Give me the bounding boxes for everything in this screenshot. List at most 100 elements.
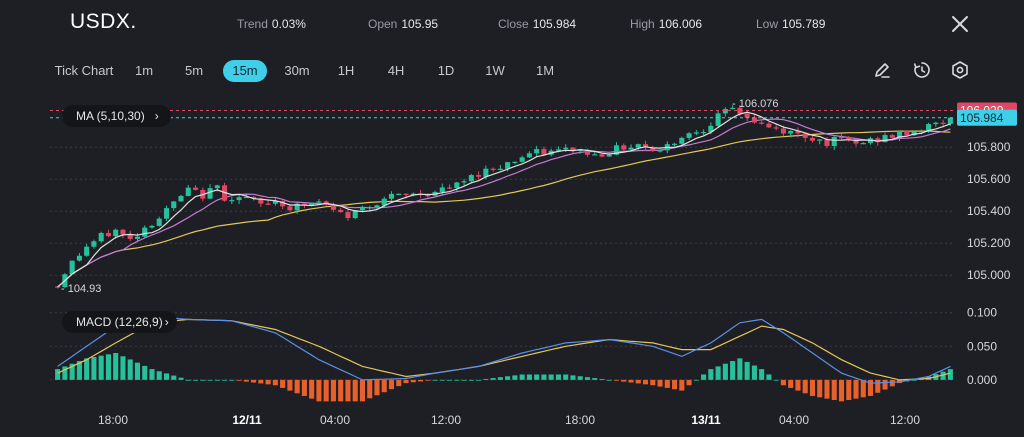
macd-lines xyxy=(57,315,951,384)
macd-bar xyxy=(447,379,453,381)
tf-30m[interactable]: 30m xyxy=(284,63,310,78)
time-tick-label: 12:00 xyxy=(431,413,461,427)
time-tick-label: 18:00 xyxy=(98,413,128,427)
macd-bar xyxy=(512,375,518,380)
macd-bar xyxy=(555,374,561,380)
macd-bar xyxy=(534,374,540,380)
candle-body xyxy=(541,149,547,155)
tf-1w[interactable]: 1W xyxy=(485,63,505,78)
tf-4h[interactable]: 4H xyxy=(387,63,405,78)
price-tick-label: 105.200 xyxy=(967,236,1011,250)
price-tick-label: 105.400 xyxy=(967,204,1011,218)
draw-icon[interactable] xyxy=(872,60,892,80)
macd-bar xyxy=(222,379,228,381)
macd-bar xyxy=(838,379,845,402)
macd-indicator-pill[interactable]: MACD (12,26,9) › xyxy=(62,311,177,333)
macd-bar xyxy=(55,369,61,380)
tf-15m[interactable]: 15m xyxy=(223,60,267,82)
candle-body xyxy=(192,187,199,190)
tick-chart-button[interactable]: Tick Chart xyxy=(54,63,114,78)
candle-body xyxy=(476,175,482,177)
macd-bar xyxy=(156,371,162,380)
timer-icon[interactable] xyxy=(912,60,932,80)
candle-body xyxy=(134,236,141,239)
candle-body xyxy=(780,128,786,134)
candle-body xyxy=(338,209,344,213)
candle-body xyxy=(330,204,336,210)
candle-body xyxy=(185,187,191,196)
settings-icon[interactable] xyxy=(950,60,970,80)
time-tick-label: 13/11 xyxy=(691,413,721,427)
symbol-title: USDX. xyxy=(70,10,137,33)
macd-bar xyxy=(860,379,866,398)
macd-bar xyxy=(287,379,293,391)
tf-1d[interactable]: 1D xyxy=(437,63,455,78)
macd-bar xyxy=(272,379,278,386)
candle-body xyxy=(650,147,656,151)
candle-body xyxy=(628,147,634,150)
trend-stat: Trend 0.03% xyxy=(237,17,306,31)
macd-bar xyxy=(947,369,953,380)
tf-5m[interactable]: 5m xyxy=(184,63,204,78)
candle-body xyxy=(766,123,772,128)
session-low-label: - 104.93 xyxy=(61,283,101,295)
macd-bar xyxy=(701,374,707,380)
macd-bar xyxy=(788,379,794,388)
candle-body xyxy=(534,149,540,154)
macd-bar xyxy=(715,366,721,380)
ma-indicator-pill[interactable]: MA (5,10,30) › xyxy=(62,105,171,127)
time-tick-label: 04:00 xyxy=(320,413,350,427)
tf-1m[interactable]: 1m xyxy=(134,63,154,78)
macd-bar xyxy=(425,379,431,381)
close-icon[interactable] xyxy=(948,12,972,36)
candle-body xyxy=(555,149,561,151)
macd-bar xyxy=(483,378,489,380)
candle-body xyxy=(809,137,816,141)
candles xyxy=(55,105,953,289)
macd-bar xyxy=(642,379,649,385)
candle-body xyxy=(715,113,721,126)
macd-bar xyxy=(476,379,482,381)
candle-body xyxy=(613,145,620,155)
macd-bar xyxy=(599,378,605,380)
candle-body xyxy=(76,255,82,261)
candle-body xyxy=(178,195,184,202)
macd-bar xyxy=(911,379,917,381)
candle-body xyxy=(606,154,612,157)
header: USDX. Trend 0.03% Open 105.95 Close 105.984… xyxy=(0,0,1024,50)
macd-bar xyxy=(323,379,329,402)
macd-bar xyxy=(867,379,874,396)
macd-bar xyxy=(113,353,119,380)
tf-1mo[interactable]: 1M xyxy=(535,63,555,78)
candle-body xyxy=(120,229,126,235)
macd-bar xyxy=(650,379,656,386)
candle-body xyxy=(904,130,910,136)
candle-body xyxy=(127,234,133,239)
candle-body xyxy=(280,200,286,207)
candle-body xyxy=(149,225,155,228)
ma10-line xyxy=(57,118,951,288)
candle-body xyxy=(505,162,511,169)
macd-bar xyxy=(359,379,366,402)
candle-body xyxy=(468,175,474,182)
candle-body xyxy=(352,210,358,219)
macd-bar xyxy=(417,379,424,382)
candle-body xyxy=(817,139,823,141)
ma5-path xyxy=(57,111,951,288)
time-tick-label: 12/11 xyxy=(232,413,262,427)
candle-body xyxy=(853,139,859,144)
candle-body xyxy=(635,144,641,148)
time-tick-label: 12:00 xyxy=(890,413,920,427)
high-stat: High 106.006 xyxy=(630,17,703,31)
macd-bar xyxy=(374,379,380,396)
ma30-path xyxy=(57,130,951,288)
close-stat: Close 105.984 xyxy=(498,17,577,31)
macd-bar xyxy=(330,379,336,402)
candle-body xyxy=(889,135,895,138)
macd-bar xyxy=(142,365,148,380)
candle-body xyxy=(693,132,699,134)
tf-1h[interactable]: 1H xyxy=(337,63,355,78)
macd-bar xyxy=(548,374,554,380)
candle-body xyxy=(388,194,395,199)
macd-bar xyxy=(744,361,750,380)
